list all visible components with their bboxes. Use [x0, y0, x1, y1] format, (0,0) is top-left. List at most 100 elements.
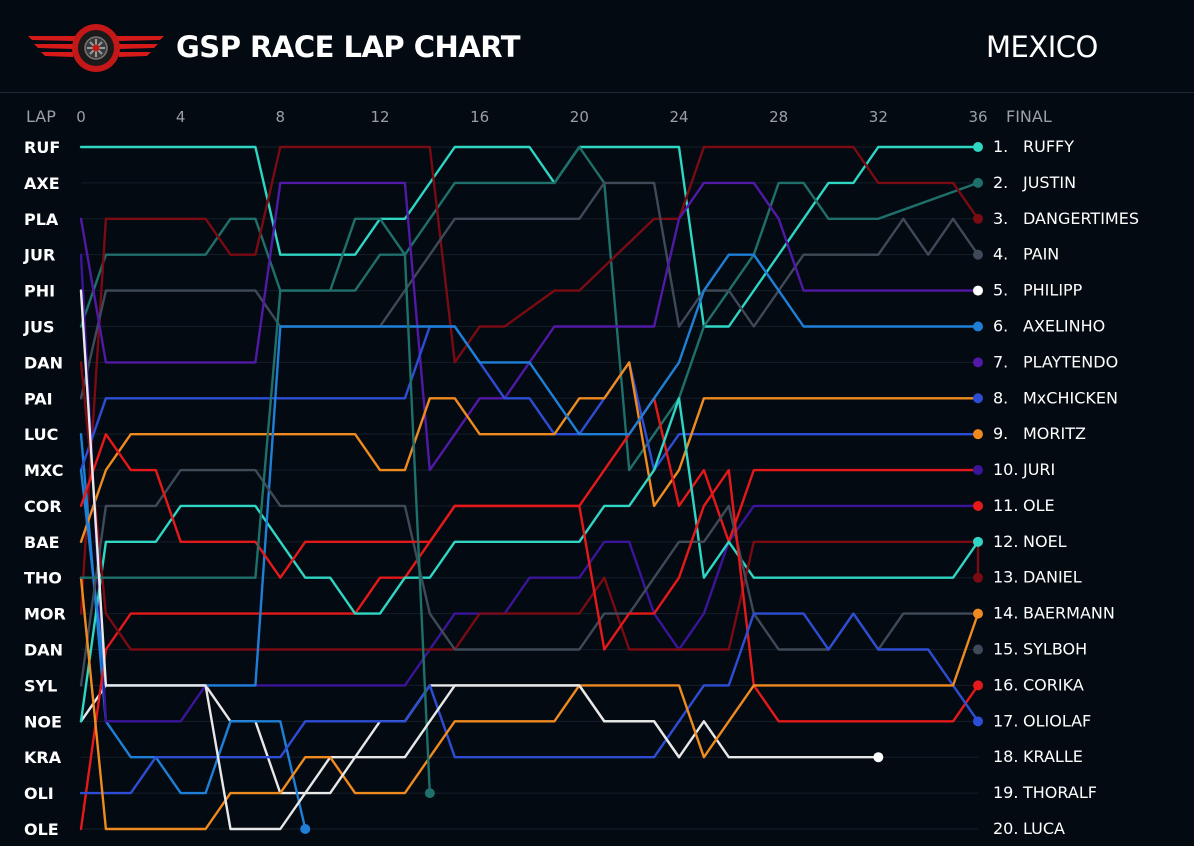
final-position-number: 5. — [993, 281, 1008, 300]
final-position-number: 15. — [993, 640, 1018, 659]
start-label: PHI — [24, 282, 55, 301]
end-marker-playtendo — [973, 357, 983, 368]
end-marker-corika — [973, 680, 983, 691]
start-label: THO — [24, 569, 62, 588]
final-position-number: 6. — [993, 316, 1008, 335]
series-line-moritz — [79, 361, 980, 543]
series-line-corika — [79, 433, 980, 723]
series-line-philipp — [79, 684, 880, 795]
chart-header: GSP RACE LAP CHART MEXICO — [0, 0, 1194, 92]
final-position-number: 11. — [993, 496, 1018, 515]
series-line-ruffy — [79, 145, 980, 328]
final-driver-name: PLAYTENDO — [1023, 352, 1118, 371]
series-line-daniel — [79, 361, 980, 651]
final-driver-name: RUFFY — [1023, 137, 1074, 156]
final-driver-name: BAERMANN — [1023, 604, 1115, 623]
lap-axis-label: LAP — [26, 107, 56, 126]
x-tick-label: 12 — [370, 108, 389, 126]
start-label: NOE — [24, 712, 62, 731]
start-label: DAN — [24, 353, 63, 372]
series-line-dangertimes — [79, 145, 980, 615]
start-label: LUC — [24, 425, 58, 444]
final-driver-name: DANIEL — [1023, 568, 1082, 587]
end-marker-moritz — [973, 429, 983, 440]
start-label: MXC — [24, 461, 63, 480]
final-position-number: 19. — [993, 783, 1018, 802]
final-driver-name: KRALLE — [1023, 747, 1083, 766]
final-driver-name: PHILIPP — [1023, 281, 1083, 300]
series-line-thoralf — [79, 217, 431, 795]
start-label: SYL — [24, 676, 57, 695]
series-line-oliolaf — [79, 612, 980, 795]
series-line-luca — [79, 289, 681, 831]
header-divider — [0, 92, 1194, 93]
final-axis-label: FINAL — [1006, 107, 1052, 126]
final-position-number: 14. — [993, 604, 1018, 623]
start-label: PLA — [24, 210, 59, 229]
start-label: BAE — [24, 533, 60, 552]
final-driver-name: PAIN — [1023, 245, 1059, 264]
final-driver-name: MxCHICKEN — [1023, 388, 1118, 407]
x-tick-label: 20 — [570, 108, 589, 126]
end-marker-daniel — [973, 572, 983, 583]
final-driver-name: JURI — [1022, 460, 1055, 479]
final-driver-name: MORITZ — [1023, 424, 1086, 443]
final-driver-name: DANGERTIMES — [1023, 209, 1139, 228]
final-position-number: 4. — [993, 245, 1008, 264]
final-position-number: 12. — [993, 532, 1018, 551]
final-driver-name: CORIKA — [1023, 675, 1084, 694]
end-marker-ole — [973, 500, 983, 511]
start-label: OLI — [24, 784, 54, 803]
x-tick-label: 36 — [968, 108, 987, 126]
end-marker-mxchicken — [973, 393, 983, 404]
end-marker-luca — [300, 824, 311, 834]
x-tick-label: 8 — [276, 108, 286, 126]
final-driver-name: OLE — [1023, 496, 1055, 515]
start-label: KRA — [24, 748, 62, 767]
start-label: DAN — [24, 641, 63, 660]
start-label: OLE — [24, 820, 59, 839]
end-marker-juri — [973, 465, 983, 476]
series-line-kralle — [79, 576, 980, 831]
series-line-noel — [79, 397, 980, 723]
final-position-number: 7. — [993, 352, 1008, 371]
start-label: RUF — [24, 138, 60, 157]
end-marker-axelinho — [973, 321, 983, 332]
venue-label: MEXICO — [986, 30, 1098, 64]
x-tick-label: 0 — [76, 108, 86, 126]
chart-title: GSP RACE LAP CHART — [176, 30, 521, 64]
final-driver-name: AXELINHO — [1023, 316, 1105, 335]
x-tick-label: 28 — [769, 108, 788, 126]
final-position-number: 16. — [993, 675, 1018, 694]
racing-wing-tyre-logo-icon — [28, 24, 164, 72]
final-driver-name: SYLBOH — [1023, 640, 1087, 659]
series-line-juri — [79, 253, 980, 723]
x-tick-label: 32 — [869, 108, 888, 126]
end-marker-sylboh — [973, 644, 983, 655]
end-marker-philipp — [973, 285, 983, 296]
final-position-number: 13. — [993, 568, 1018, 587]
start-label: JUR — [23, 246, 55, 265]
end-marker-ruffy — [973, 142, 983, 152]
series-line-sylboh — [79, 468, 980, 687]
final-position-number: 20. — [993, 819, 1018, 838]
x-tick-label: 16 — [470, 108, 489, 126]
x-tick-label: 4 — [176, 108, 186, 126]
start-label: AXE — [24, 174, 60, 193]
final-driver-name: OLIOLAF — [1023, 711, 1091, 730]
series-line-axelinho — [79, 433, 307, 831]
end-marker-noel — [973, 536, 983, 547]
end-marker-baermann — [973, 608, 983, 619]
end-marker-thoralf — [424, 788, 435, 799]
final-position-number: 10. — [993, 460, 1018, 479]
final-driver-name: LUCA — [1023, 819, 1065, 838]
start-label: JUS — [23, 317, 54, 336]
x-tick-label: 24 — [669, 108, 688, 126]
final-position-number: 8. — [993, 388, 1008, 407]
end-marker-justin — [973, 177, 983, 188]
end-marker-kralle — [873, 752, 884, 763]
final-driver-name: NOEL — [1023, 532, 1067, 551]
start-label: PAI — [24, 389, 53, 408]
start-label: COR — [24, 497, 62, 516]
